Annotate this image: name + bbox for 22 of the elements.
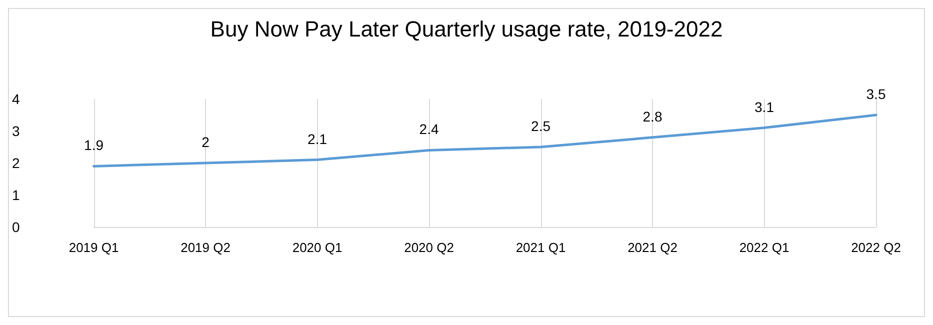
x-tick-label: 2019 Q1 xyxy=(68,240,119,255)
x-tick-label: 2022 Q2 xyxy=(851,240,901,255)
y-tick-label: 3 xyxy=(12,123,20,139)
chart-title: Buy Now Pay Later Quarterly usage rate, 2019-2022 xyxy=(210,16,723,42)
x-tick-label: 2022 Q1 xyxy=(739,240,790,255)
x-tick-label: 2021 Q1 xyxy=(516,240,566,255)
data-label: 2 xyxy=(202,134,210,150)
x-tick-label: 2020 Q1 xyxy=(292,240,342,255)
data-label: 1.9 xyxy=(84,137,104,154)
data-label: 2.5 xyxy=(531,118,551,134)
y-tick-label: 0 xyxy=(12,219,20,235)
data-label: 2.1 xyxy=(308,130,328,147)
x-tick-label: 2019 Q2 xyxy=(180,240,230,255)
data-label: 3.1 xyxy=(754,98,774,115)
y-tick-label: 4 xyxy=(12,91,20,107)
y-tick-label: 1 xyxy=(12,187,20,203)
data-label: 3.5 xyxy=(866,86,886,102)
x-tick-label: 2021 Q2 xyxy=(628,240,678,255)
data-label: 2.8 xyxy=(642,108,662,124)
data-label: 2.4 xyxy=(419,121,439,138)
y-tick-label: 2 xyxy=(12,155,20,171)
x-tick-label: 2020 Q2 xyxy=(404,240,454,255)
